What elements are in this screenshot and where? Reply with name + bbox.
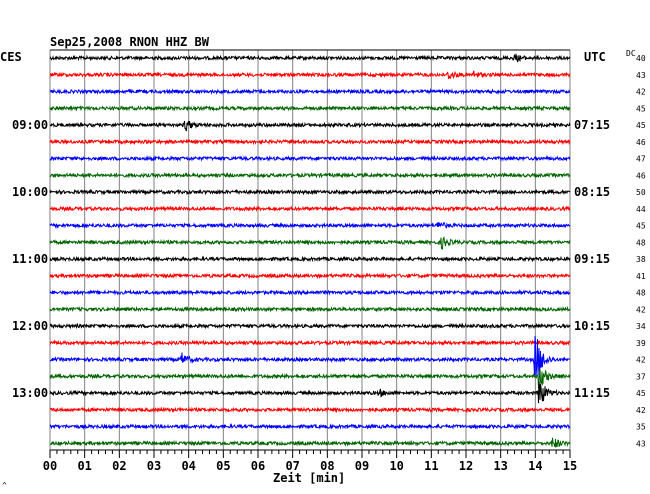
x-tick-label: 08	[320, 459, 334, 473]
trace-4	[49, 120, 571, 132]
right-time-label: 09:15	[574, 252, 610, 266]
x-tick-label: 02	[112, 459, 126, 473]
x-tick-label: 00	[43, 459, 57, 473]
left-timezone-label: CES	[0, 50, 22, 64]
dc-value: 43	[636, 439, 646, 448]
right-time-label: 07:15	[574, 118, 610, 132]
dc-value: 46	[636, 171, 646, 180]
dc-value: 45	[636, 222, 646, 231]
left-time-label: 11:00	[12, 252, 48, 266]
minute-gridlines	[49, 49, 571, 451]
trace-7	[49, 171, 571, 179]
dc-column-header: DC	[626, 49, 636, 58]
dc-value: 42	[636, 356, 646, 365]
trace-group	[49, 53, 571, 449]
chart-title: Sep25,2008 RNON HHZ BW	[50, 35, 210, 49]
right-time-labels: 07:15 08:15 09:15 10:15 11:15	[574, 118, 610, 400]
dc-value: 38	[636, 255, 646, 264]
dc-value: 35	[636, 423, 646, 432]
trace-5	[49, 138, 571, 146]
right-time-label: 11:15	[574, 386, 610, 400]
trace-9	[49, 205, 571, 213]
x-tick-label: 03	[147, 459, 161, 473]
trace-8	[49, 188, 571, 196]
left-time-label: 13:00	[12, 386, 48, 400]
trace-17	[49, 339, 571, 347]
dc-value: 42	[636, 406, 646, 415]
trace-12	[49, 255, 571, 263]
x-tick-label: 04	[181, 459, 195, 473]
left-time-label: 12:00	[12, 319, 48, 333]
x-axis: 00 01 02 03 04 05 06 07 08 09 10 11 12 13 14 15	[43, 450, 577, 473]
trace-10	[49, 221, 571, 230]
trace-14	[49, 289, 571, 297]
trace-3	[49, 104, 571, 112]
right-timezone-label: UTC	[584, 50, 606, 64]
trace-20	[49, 381, 571, 404]
dc-value: 46	[636, 138, 646, 147]
dc-value-labels: 40 43 42 45 45 46 47 46 50 44 45 48 38 41 48 42 34 39 42 37…	[636, 54, 646, 448]
dc-value: 44	[636, 205, 646, 214]
x-tick-label: 15	[563, 459, 577, 473]
dc-value: 39	[636, 339, 646, 348]
dc-value: 47	[636, 155, 646, 164]
dc-value: 45	[636, 389, 646, 398]
footnote-mark: ^	[2, 481, 7, 490]
dc-value: 34	[636, 322, 646, 331]
dc-value: 41	[636, 272, 646, 281]
dc-value: 48	[636, 238, 646, 247]
x-tick-label: 11	[424, 459, 438, 473]
trace-1	[49, 70, 571, 80]
dc-value: 42	[636, 88, 646, 97]
left-time-label: 09:00	[12, 118, 48, 132]
trace-11	[49, 236, 571, 251]
trace-16	[49, 322, 571, 330]
trace-2	[49, 87, 571, 96]
dc-value: 42	[636, 305, 646, 314]
dc-value: 50	[636, 188, 646, 197]
dc-value: 37	[636, 372, 646, 381]
x-tick-label: 07	[285, 459, 299, 473]
trace-18	[49, 336, 571, 377]
right-time-label: 08:15	[574, 185, 610, 199]
dc-value: 48	[636, 289, 646, 298]
left-time-labels: 09:00 10:00 11:00 12:00 13:00	[12, 118, 48, 400]
x-tick-label: 12	[459, 459, 473, 473]
trace-15	[49, 305, 571, 313]
x-tick-label: 10	[389, 459, 403, 473]
right-time-label: 10:15	[574, 319, 610, 333]
trace-19	[49, 368, 571, 389]
trace-6	[49, 155, 571, 163]
trace-13	[49, 272, 571, 280]
x-tick-label: 01	[77, 459, 91, 473]
dc-value: 40	[636, 54, 646, 63]
left-time-label: 10:00	[12, 185, 48, 199]
x-axis-label: Zeit [min]	[273, 471, 345, 485]
trace-23	[49, 437, 571, 449]
trace-22	[49, 423, 571, 430]
x-tick-label: 06	[251, 459, 265, 473]
dc-value: 43	[636, 71, 646, 80]
x-tick-label: 13	[493, 459, 507, 473]
x-tick-label: 09	[355, 459, 369, 473]
dc-value: 45	[636, 121, 646, 130]
x-tick-label: 05	[216, 459, 230, 473]
trace-0	[49, 53, 571, 63]
x-tick-label: 14	[528, 459, 542, 473]
dc-value: 45	[636, 104, 646, 113]
trace-21	[49, 406, 571, 414]
